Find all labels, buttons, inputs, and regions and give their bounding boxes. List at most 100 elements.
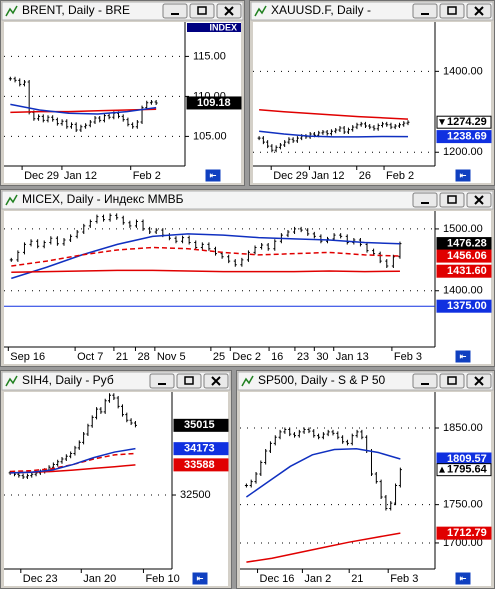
price-bar — [261, 136, 265, 145]
minimize-button[interactable] — [412, 373, 438, 389]
window-icon — [241, 375, 254, 387]
restore-button[interactable] — [439, 373, 465, 389]
price-bar — [181, 235, 185, 244]
price-bar — [365, 242, 369, 253]
price-bar — [329, 129, 333, 136]
restore-button[interactable] — [439, 3, 465, 19]
price-bar — [82, 432, 86, 445]
x-tick-label: Jan 20 — [83, 573, 116, 585]
moving-average — [10, 108, 157, 114]
price-bar — [291, 137, 295, 143]
price-bar — [62, 238, 66, 246]
price-bar — [312, 429, 316, 438]
price-bar — [385, 259, 389, 269]
price-bar — [154, 100, 158, 105]
price-bar — [260, 243, 264, 250]
price-bar — [103, 398, 107, 414]
price-bar — [342, 125, 346, 135]
price-bar — [207, 242, 211, 251]
price-bar — [46, 115, 50, 123]
scroll-glyph: ⇤ — [460, 352, 467, 361]
restore-glyph — [447, 195, 457, 204]
scroll-button[interactable] — [454, 571, 472, 586]
price-bar — [69, 122, 73, 129]
x-tick-label: 30 — [316, 351, 328, 363]
x-tick-label: Dec 29 — [273, 170, 308, 182]
scroll-button[interactable] — [204, 168, 222, 183]
price-label-box — [436, 249, 492, 263]
window-title: SP500, Daily - S & P 50 — [258, 373, 386, 387]
price-bar — [355, 429, 359, 438]
x-tick-label: Dec 16 — [260, 573, 295, 585]
scroll-glyph: ⇤ — [210, 171, 217, 180]
price-bar — [359, 121, 363, 127]
minimize-button[interactable] — [162, 3, 188, 19]
price-bar — [295, 136, 299, 143]
price-bar — [55, 117, 59, 126]
price-label: 109.18 — [197, 97, 231, 109]
minimize-button[interactable] — [412, 3, 438, 19]
price-bar — [288, 427, 292, 437]
price-bar — [351, 125, 355, 132]
price-bar — [125, 412, 129, 423]
y-tick-label: 1400.00 — [443, 285, 483, 297]
price-label: 35015 — [184, 419, 215, 431]
price-bar — [312, 231, 316, 239]
price-bar — [98, 116, 102, 123]
price-bar — [77, 440, 81, 450]
price-bar — [302, 427, 306, 434]
x-tick-label: 26 — [359, 170, 371, 182]
price-bar — [41, 114, 45, 123]
price-bar — [278, 142, 282, 150]
scroll-button[interactable] — [191, 571, 209, 586]
restore-button[interactable] — [189, 3, 215, 19]
price-bar — [273, 239, 277, 251]
price-label: 34173 — [184, 443, 215, 455]
restore-button[interactable] — [176, 373, 202, 389]
x-tick-label: Jan 2 — [304, 573, 331, 585]
price-label: 1238.69 — [447, 131, 487, 143]
price-bar — [131, 122, 135, 129]
x-tick-label: Dec 2 — [232, 351, 261, 363]
price-bar — [95, 407, 99, 420]
price-bar — [69, 234, 73, 243]
restore-button[interactable] — [439, 192, 465, 208]
x-tick-label: Feb 3 — [390, 573, 418, 585]
price-bar — [233, 259, 237, 267]
price-bar — [60, 456, 64, 464]
x-tick-label: Dec 23 — [23, 573, 58, 585]
price-bar — [121, 114, 125, 122]
price-bar — [129, 418, 133, 425]
minimize-button[interactable] — [412, 192, 438, 208]
price-bar — [21, 473, 25, 480]
x-tick-label: 21 — [351, 573, 363, 585]
price-bar — [79, 124, 83, 132]
price-bar — [321, 130, 325, 135]
minimize-button[interactable] — [149, 373, 175, 389]
window-icon — [5, 5, 18, 17]
price-bar — [346, 127, 350, 135]
scroll-button[interactable] — [454, 349, 472, 364]
price-bar — [90, 415, 94, 428]
scroll-button[interactable] — [454, 168, 472, 183]
window-title: XAUUSD.F, Daily - — [271, 3, 371, 17]
price-bar — [397, 122, 401, 128]
moving-average — [10, 452, 136, 473]
price-bar — [259, 460, 263, 476]
price-bar — [394, 483, 398, 506]
close-glyph — [224, 6, 234, 16]
chart-window: SP500, Daily - S & P 50 1850.00 1750.00 170… — [236, 370, 495, 589]
x-tick-label: Jan 13 — [336, 351, 369, 363]
price-label-box — [436, 115, 492, 129]
price-bar — [18, 78, 22, 87]
price-bar — [148, 226, 152, 235]
price-bar — [293, 432, 297, 438]
price-label: 1476.28 — [447, 237, 487, 249]
price-bar — [293, 226, 297, 235]
price-bar — [402, 121, 406, 127]
price-bar — [273, 435, 277, 446]
price-bar — [339, 233, 343, 239]
price-label-box — [436, 264, 492, 278]
x-tick-label: Nov 5 — [157, 351, 186, 363]
